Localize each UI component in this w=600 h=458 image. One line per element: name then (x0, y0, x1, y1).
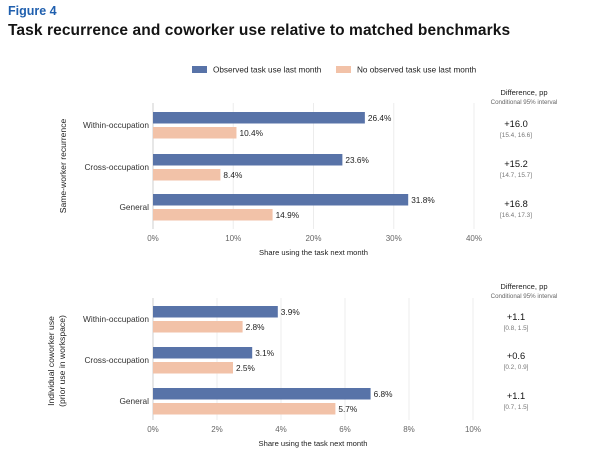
legend-label-1: No observed task use last month (357, 66, 477, 75)
bar-value-label-p0-s1-c0: 10.4% (239, 128, 263, 138)
x-tick-label-p1-0: 0% (147, 425, 159, 434)
category-label-p1-0: Within-occupation (83, 314, 149, 324)
bar-p1-s1-c1 (153, 362, 233, 374)
y-axis-title-p0: Same-worker recurrence (58, 119, 68, 214)
difference-interval-p0-0: [15.4, 16.6] (500, 132, 532, 139)
difference-interval-p0-1: [14.7, 15.7] (500, 172, 532, 179)
difference-interval-p1-0: [0.8, 1.5] (504, 325, 529, 332)
difference-value-p1-0: +1.1 (507, 312, 525, 322)
legend-swatch-0 (192, 66, 207, 73)
difference-value-p0-1: +15.2 (504, 159, 528, 169)
difference-interval-p1-2: [0.7, 1.5] (504, 404, 529, 411)
category-label-p0-1: Cross-occupation (84, 162, 149, 172)
x-tick-label-p0-2: 20% (305, 234, 321, 243)
figure-title: Task recurrence and coworker use relativ… (8, 22, 511, 39)
bar-value-label-p1-s0-c1: 3.1% (255, 348, 275, 358)
bar-value-label-p1-s0-c0: 3.9% (281, 307, 301, 317)
bar-value-label-p1-s0-c2: 6.8% (374, 389, 394, 399)
bar-value-label-p1-s1-c0: 2.8% (246, 322, 266, 332)
bar-p0-s1-c0 (153, 127, 237, 139)
bar-p0-s1-c2 (153, 209, 273, 221)
difference-interval-p1-1: [0.2, 0.9] (504, 364, 529, 371)
x-tick-label-p0-4: 40% (466, 234, 482, 243)
bar-value-label-p0-s0-c2: 31.8% (411, 195, 435, 205)
y-axis-title-p1-line0: Individual coworker use (46, 316, 56, 406)
x-tick-label-p1-4: 8% (403, 425, 415, 434)
bar-p0-s0-c1 (153, 154, 343, 166)
difference-value-p1-1: +0.6 (507, 351, 525, 361)
legend-swatch-1 (336, 66, 351, 73)
difference-subtitle-p1: Conditional 95% interval (491, 293, 558, 300)
bar-value-label-p1-s1-c1: 2.5% (236, 363, 256, 373)
difference-title-p0: Difference, pp (500, 88, 547, 97)
legend-label-0: Observed task use last month (213, 66, 322, 75)
difference-title-p1: Difference, pp (500, 282, 547, 291)
bar-value-label-p0-s0-c1: 23.6% (345, 155, 369, 165)
bar-value-label-p0-s1-c2: 14.9% (276, 210, 300, 220)
bar-p0-s0-c2 (153, 194, 409, 206)
category-label-p1-1: Cross-occupation (84, 355, 149, 365)
x-tick-label-p1-2: 4% (275, 425, 287, 434)
x-tick-label-p1-5: 10% (465, 425, 481, 434)
x-tick-label-p0-3: 30% (386, 234, 402, 243)
x-tick-label-p1-3: 6% (339, 425, 351, 434)
category-label-p0-0: Within-occupation (83, 120, 149, 130)
bar-p0-s1-c1 (153, 169, 221, 181)
difference-value-p0-0: +16.0 (504, 119, 528, 129)
category-label-p0-2: General (119, 202, 149, 212)
category-label-p1-2: General (119, 396, 149, 406)
bar-p1-s1-c0 (153, 321, 243, 333)
difference-value-p1-2: +1.1 (507, 391, 525, 401)
x-axis-label-p0: Share using the task next month (259, 248, 368, 257)
x-tick-label-p0-1: 10% (225, 234, 241, 243)
bar-p1-s0-c0 (153, 306, 278, 318)
bar-value-label-p0-s0-c0: 26.4% (368, 113, 392, 123)
x-tick-label-p0-0: 0% (147, 234, 159, 243)
difference-value-p0-2: +16.8 (504, 199, 528, 209)
figure-label: Figure 4 (8, 4, 57, 18)
x-axis-label-p1: Share using the task next month (259, 439, 368, 448)
y-axis-title-p1-line1: (prior use in workspace) (57, 315, 67, 407)
bar-value-label-p1-s1-c2: 5.7% (338, 404, 358, 414)
x-tick-label-p1-1: 2% (211, 425, 223, 434)
bar-p1-s0-c1 (153, 347, 253, 359)
bar-p1-s0-c2 (153, 388, 371, 400)
bar-p1-s1-c2 (153, 403, 336, 415)
bar-p0-s0-c0 (153, 112, 365, 124)
difference-subtitle-p0: Conditional 95% interval (491, 99, 558, 106)
difference-interval-p0-2: [16.4, 17.3] (500, 212, 532, 219)
bar-value-label-p0-s1-c1: 8.4% (223, 170, 243, 180)
